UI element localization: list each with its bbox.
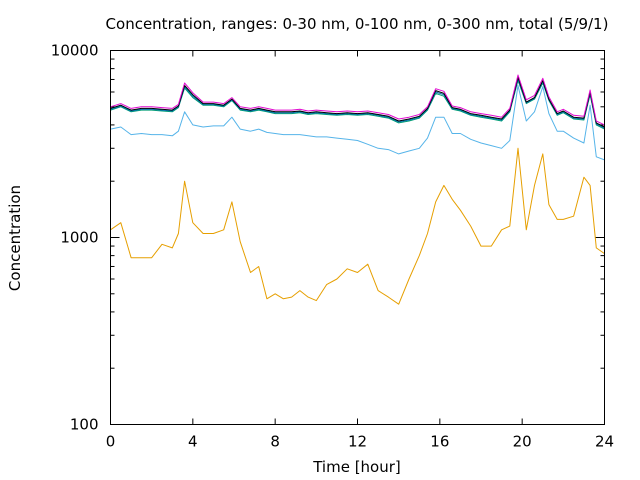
x-tick-label: 8 bbox=[270, 433, 280, 451]
x-tick-label: 12 bbox=[348, 433, 367, 451]
y-tick-label: 100 bbox=[70, 416, 99, 434]
series-line-6 bbox=[110, 74, 605, 126]
plot-frame bbox=[110, 50, 605, 425]
x-axis-label: Time [hour] bbox=[312, 458, 401, 476]
y-axis-label: Concentration bbox=[6, 185, 24, 291]
series-line-5 bbox=[110, 76, 605, 128]
series-line-1 bbox=[110, 147, 605, 305]
y-tick-label: 10000 bbox=[51, 42, 99, 60]
x-tick-label: 24 bbox=[595, 433, 614, 451]
axes: 0 4 8 12 16 20 24 100 1000 10000 bbox=[51, 42, 614, 451]
series-line-4 bbox=[110, 78, 605, 129]
series-layer bbox=[110, 74, 605, 305]
chart-title: Concentration, ranges: 0-30 nm, 0-100 nm… bbox=[106, 15, 609, 33]
series-line-3 bbox=[110, 80, 605, 130]
series-line-2 bbox=[110, 85, 605, 161]
x-tick-label: 20 bbox=[513, 433, 532, 451]
x-tick-label: 0 bbox=[106, 433, 116, 451]
x-tick-label: 16 bbox=[430, 433, 449, 451]
x-tick-label: 4 bbox=[188, 433, 198, 451]
y-tick-label: 1000 bbox=[60, 229, 98, 247]
